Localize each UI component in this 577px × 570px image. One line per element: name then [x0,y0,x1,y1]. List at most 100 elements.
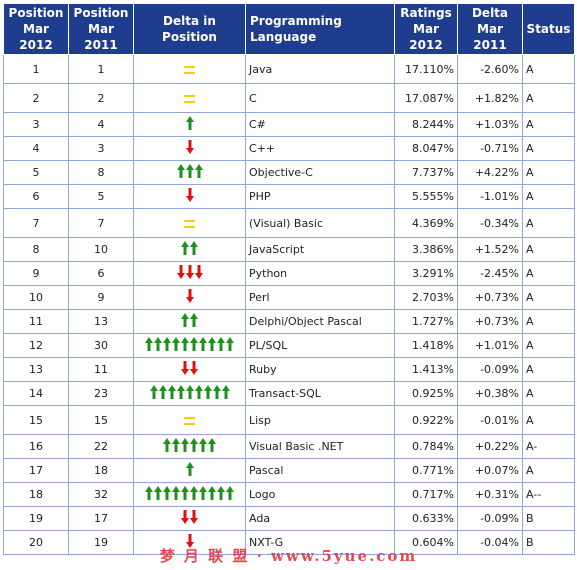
table-row: 15 15 Lisp 0.922% -0.01% A [3,405,575,435]
delta-indicator [145,486,234,503]
delta-cell: +0.73% [457,309,523,334]
delta-indicator [185,140,194,157]
delta-indicator [185,534,194,551]
position-2011-cell: 18 [68,458,134,483]
table-row: 12 30 PL/SQL 1.418% +1.01% A [3,333,575,358]
delta-cell: -0.01% [457,405,523,435]
delta-position-cell [133,333,246,358]
arrow-up-icon [194,385,203,402]
delta-cell: -2.45% [457,261,523,286]
arrow-up-icon [172,438,180,455]
position-2012-cell: 16 [3,434,69,459]
rating-cell: 0.925% [394,381,458,406]
delta-cell: -0.34% [457,208,523,238]
delta-position-cell [133,357,246,382]
language-cell: Objective-C [245,160,395,185]
table-row: 19 17 Ada 0.633% -0.09% B [3,506,575,531]
table-row: 13 11 Ruby 1.413% -0.09% A [3,357,575,382]
rating-cell: 1.413% [394,357,458,382]
delta-cell: +0.31% [457,482,523,507]
delta-position-cell [133,54,246,84]
arrow-up-icon [154,337,162,354]
rating-cell: 3.386% [394,237,458,262]
position-2011-cell: 4 [68,112,134,137]
rating-cell: 0.717% [394,482,458,507]
delta-indicator [184,416,195,425]
delta-indicator [176,164,203,181]
position-2012-cell: 11 [3,309,69,334]
table-row: 17 18 Pascal 0.771% +0.07% A [3,458,575,483]
status-cell: A-- [522,482,575,507]
position-2012-cell: 2 [3,83,69,113]
arrow-up-icon [176,385,185,402]
arrow-up-icon [190,313,198,330]
arrow-up-icon [154,486,162,503]
status-cell: B [522,530,575,555]
status-cell: A [522,184,575,209]
delta-cell: -0.09% [457,506,523,531]
position-2012-cell: 7 [3,208,69,238]
header-position-2011: Position Mar 2011 [68,3,134,55]
position-2011-cell: 8 [68,160,134,185]
header-delta: Delta Mar 2011 [457,3,523,55]
arrow-up-icon [185,116,194,133]
status-cell: A [522,136,575,161]
rating-cell: 0.922% [394,405,458,435]
arrow-up-icon [199,337,207,354]
arrow-up-icon [190,337,198,354]
arrow-up-icon [149,385,158,402]
delta-cell: +1.01% [457,333,523,358]
table-row: 3 4 C# 8.244% +1.03% A [3,112,575,137]
arrow-up-icon [167,385,176,402]
arrow-down-icon [185,534,194,551]
position-2012-cell: 1 [3,54,69,84]
status-cell: A [522,285,575,310]
status-cell: A [522,54,575,84]
status-cell: A [522,309,575,334]
arrow-up-icon [199,438,207,455]
language-cell: NXT-G [245,530,395,555]
position-2011-cell: 17 [68,506,134,531]
delta-indicator [163,438,216,455]
arrow-up-icon [203,385,212,402]
ranking-table: Position Mar 2012 Position Mar 2011 Delt… [3,3,575,555]
arrow-down-icon [185,289,194,306]
position-2011-cell: 9 [68,285,134,310]
language-cell: Lisp [245,405,395,435]
delta-indicator [149,385,230,402]
table-row: 9 6 Python 3.291% -2.45% A [3,261,575,286]
table-row: 14 23 Transact-SQL 0.925% +0.38% A [3,381,575,406]
delta-indicator [185,116,194,133]
arrow-down-icon [185,140,194,157]
language-cell: C [245,83,395,113]
language-cell: Delphi/Object Pascal [245,309,395,334]
delta-cell: +0.22% [457,434,523,459]
delta-cell: +1.52% [457,237,523,262]
language-cell: Perl [245,285,395,310]
table-row: 18 32 Logo 0.717% +0.31% A-- [3,482,575,507]
position-2011-cell: 30 [68,333,134,358]
rating-cell: 17.110% [394,54,458,84]
delta-cell: -0.09% [457,357,523,382]
header-ratings: Ratings Mar 2012 [394,3,458,55]
status-cell: A [522,208,575,238]
position-2012-cell: 15 [3,405,69,435]
table-row: 7 7 (Visual) Basic 4.369% -0.34% A [3,208,575,238]
position-2011-cell: 5 [68,184,134,209]
delta-cell: +0.73% [457,285,523,310]
arrow-down-icon [190,361,198,378]
delta-indicator [185,188,194,205]
language-cell: Pascal [245,458,395,483]
language-cell: Transact-SQL [245,381,395,406]
position-2011-cell: 22 [68,434,134,459]
rating-cell: 0.784% [394,434,458,459]
arrow-up-icon [190,241,198,258]
position-2011-cell: 1 [68,54,134,84]
arrow-up-icon [208,486,216,503]
status-cell: A [522,405,575,435]
language-cell: (Visual) Basic [245,208,395,238]
arrow-down-icon [194,265,203,282]
arrow-down-icon [181,361,189,378]
delta-cell: -0.04% [457,530,523,555]
delta-position-cell [133,83,246,113]
